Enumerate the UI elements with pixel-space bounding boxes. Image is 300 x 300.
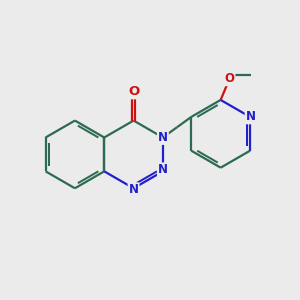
Text: O: O <box>128 85 139 98</box>
Text: O: O <box>224 72 235 85</box>
Text: N: N <box>158 131 168 144</box>
Text: N: N <box>158 164 168 176</box>
Text: N: N <box>129 183 139 196</box>
Text: N: N <box>246 110 256 123</box>
